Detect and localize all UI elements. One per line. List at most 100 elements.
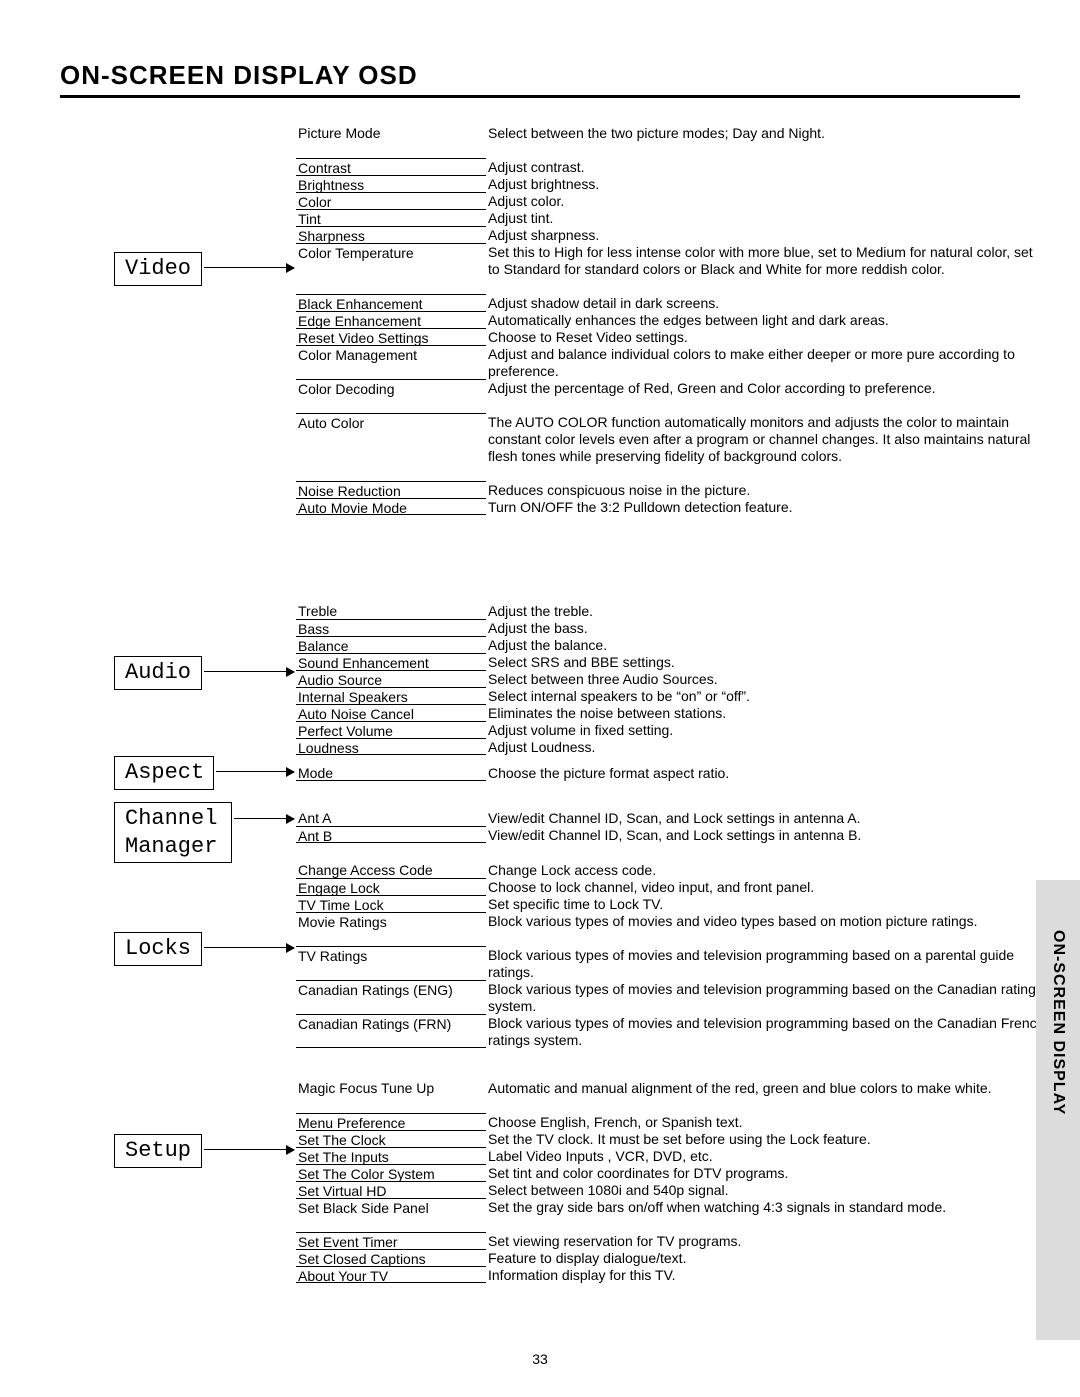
setting-description: Adjust brightness. — [486, 175, 1046, 192]
setting-label: Mode — [296, 764, 486, 781]
setting-description: Feature to display dialogue/text. — [486, 1249, 1046, 1266]
setting-description: Select between the two picture modes; Da… — [486, 124, 1046, 158]
setting-label: Set The Inputs — [296, 1147, 486, 1164]
setting-label: Bass — [296, 619, 486, 636]
category-box-channel: ChannelManager — [114, 802, 232, 863]
setting-label: About Your TV — [296, 1266, 486, 1283]
setting-label: Canadian Ratings (FRN) — [296, 1014, 486, 1048]
setting-label: Auto Movie Mode — [296, 498, 486, 515]
setting-description: Turn ON/OFF the 3:2 Pulldown detection f… — [486, 498, 1046, 515]
setting-description: Block various types of movies and televi… — [486, 946, 1046, 980]
setting-label: TV Time Lock — [296, 895, 486, 912]
page-number: 33 — [0, 1351, 1080, 1367]
setting-label: Internal Speakers — [296, 687, 486, 704]
setting-description: Set viewing reservation for TV programs. — [486, 1232, 1046, 1249]
arrow-locks — [204, 947, 294, 948]
setting-label: Audio Source — [296, 670, 486, 687]
setting-description: Adjust shadow detail in dark screens. — [486, 294, 1046, 311]
setting-label: Set The Color System — [296, 1164, 486, 1181]
setting-label: Sharpness — [296, 226, 486, 243]
setting-description: Adjust contrast. — [486, 158, 1046, 175]
setting-label: Engage Lock — [296, 878, 486, 895]
setting-description: Adjust volume in fixed setting. — [486, 721, 1046, 738]
setting-label: Movie Ratings — [296, 912, 486, 946]
category-box-locks: Locks — [114, 932, 202, 966]
side-tab: ON-SCREEN DISPLAY — [1036, 880, 1080, 1340]
desc-group-channel: View/edit Channel ID, Scan, and Lock set… — [486, 809, 1046, 843]
setting-label: Treble — [296, 602, 486, 619]
setting-description: Set the gray side bars on/off when watch… — [486, 1198, 1046, 1232]
setting-label: Set The Clock — [296, 1130, 486, 1147]
setting-description: Reduces conspicuous noise in the picture… — [486, 481, 1046, 498]
setting-description: Set this to High for less intense color … — [486, 243, 1046, 294]
setting-label: Set Virtual HD — [296, 1181, 486, 1198]
category-box-setup: Setup — [114, 1134, 202, 1168]
setting-description: Adjust Loudness. — [486, 738, 1046, 755]
setting-description: Block various types of movies and televi… — [486, 1014, 1046, 1048]
setting-label: Black Enhancement — [296, 294, 486, 311]
setting-label: Color Decoding — [296, 379, 486, 413]
setting-description: View/edit Channel ID, Scan, and Lock set… — [486, 826, 1046, 843]
setting-description: Select internal speakers to be “on” or “… — [486, 687, 1046, 704]
setting-description: Select between 1080i and 540p signal. — [486, 1181, 1046, 1198]
setting-description: Adjust the treble. — [486, 602, 1046, 619]
setting-label: Color — [296, 192, 486, 209]
category-box-audio: Audio — [114, 656, 202, 690]
setting-label: Picture Mode — [296, 124, 486, 158]
setting-label: Canadian Ratings (ENG) — [296, 980, 486, 1014]
settings-group-setup: Magic Focus Tune UpMenu PreferenceSet Th… — [296, 1079, 486, 1283]
setting-description: Automatic and manual alignment of the re… — [486, 1079, 1046, 1113]
setting-description: View/edit Channel ID, Scan, and Lock set… — [486, 809, 1046, 826]
setting-label: Perfect Volume — [296, 721, 486, 738]
side-tab-label: ON-SCREEN DISPLAY — [1049, 930, 1067, 1115]
setting-label: Sound Enhancement — [296, 653, 486, 670]
settings-group-video: Picture ModeContrastBrightnessColorTintS… — [296, 124, 486, 515]
setting-label: Loudness — [296, 738, 486, 755]
setting-description: Automatically enhances the edges between… — [486, 311, 1046, 328]
settings-group-locks: Change Access CodeEngage LockTV Time Loc… — [296, 861, 486, 1048]
setting-description: Choose to lock channel, video input, and… — [486, 878, 1046, 895]
setting-label: Edge Enhancement — [296, 311, 486, 328]
setting-label: Color Temperature — [296, 243, 486, 294]
setting-description: The AUTO COLOR function automatically mo… — [486, 413, 1046, 481]
setting-description: Choose to Reset Video settings. — [486, 328, 1046, 345]
setting-description: Adjust sharpness. — [486, 226, 1046, 243]
setting-description: Label Video Inputs , VCR, DVD, etc. — [486, 1147, 1046, 1164]
setting-description: Set the TV clock. It must be set before … — [486, 1130, 1046, 1147]
setting-label: Menu Preference — [296, 1113, 486, 1130]
setting-description: Block various types of movies and video … — [486, 912, 1046, 946]
setting-label: Auto Noise Cancel — [296, 704, 486, 721]
setting-description: Adjust color. — [486, 192, 1046, 209]
setting-description: Choose English, French, or Spanish text. — [486, 1113, 1046, 1130]
setting-label: Magic Focus Tune Up — [296, 1079, 486, 1113]
setting-description: Set tint and color coordinates for DTV p… — [486, 1164, 1046, 1181]
setting-description: Eliminates the noise between stations. — [486, 704, 1046, 721]
setting-label: Noise Reduction — [296, 481, 486, 498]
setting-description: Change Lock access code. — [486, 861, 1046, 878]
setting-label: Change Access Code — [296, 861, 486, 878]
setting-label: Ant B — [296, 826, 486, 843]
setting-label: Reset Video Settings — [296, 328, 486, 345]
page-title: ON-SCREEN DISPLAY OSD — [60, 60, 1020, 98]
setting-description: Select SRS and BBE settings. — [486, 653, 1046, 670]
setting-description: Adjust the percentage of Red, Green and … — [486, 379, 1046, 413]
settings-group-aspect: Mode — [296, 764, 486, 781]
setting-label: Balance — [296, 636, 486, 653]
arrow-audio — [204, 671, 294, 672]
setting-description: Adjust the bass. — [486, 619, 1046, 636]
arrow-channel — [234, 818, 294, 819]
setting-description: Adjust and balance individual colors to … — [486, 345, 1046, 379]
desc-group-audio: Adjust the treble.Adjust the bass.Adjust… — [486, 602, 1046, 755]
setting-label: Contrast — [296, 158, 486, 175]
setting-description: Information display for this TV. — [486, 1266, 1046, 1283]
setting-description: Block various types of movies and televi… — [486, 980, 1046, 1014]
setting-description: Adjust the balance. — [486, 636, 1046, 653]
setting-description: Set specific time to Lock TV. — [486, 895, 1046, 912]
setting-label: Brightness — [296, 175, 486, 192]
setting-description: Select between three Audio Sources. — [486, 670, 1046, 687]
desc-group-aspect: Choose the picture format aspect ratio. — [486, 764, 1046, 781]
setting-label: Set Closed Captions — [296, 1249, 486, 1266]
setting-label: Tint — [296, 209, 486, 226]
desc-group-video: Select between the two picture modes; Da… — [486, 124, 1046, 515]
arrow-aspect — [216, 771, 294, 772]
